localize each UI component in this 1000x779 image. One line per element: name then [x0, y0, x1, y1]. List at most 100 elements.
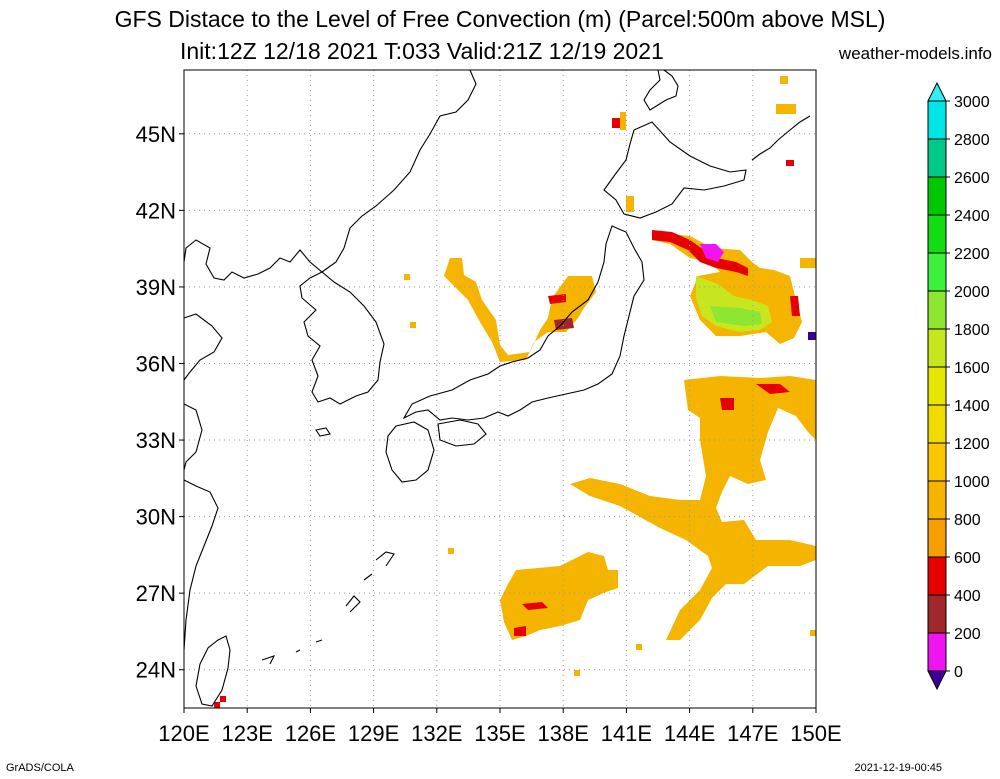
colorbar-label: 3000 [954, 94, 990, 111]
colorbar-swatch [927, 100, 947, 140]
footer-left-label: GrADS/COLA [6, 762, 74, 774]
field-patch-east-red2 [720, 398, 734, 410]
colorbar-swatch [927, 214, 947, 254]
coast-korea [299, 271, 385, 405]
colorbar-bottom-arrow [927, 670, 947, 691]
field-patch-east-band [570, 376, 816, 640]
colorbar-label: 1600 [954, 360, 990, 377]
colorbar-label: 1200 [954, 436, 990, 453]
field-patch-small-12 [448, 548, 454, 554]
colorbar-swatch [927, 556, 947, 596]
colorbar-swatch [927, 594, 947, 634]
colorbar-top-arrow [927, 81, 947, 102]
lon-tick-label: 132E [411, 721, 462, 746]
lat-tick-label: 27N [136, 581, 176, 606]
field-patch-small-9 [574, 670, 580, 676]
lon-tick-label: 147E [727, 721, 778, 746]
field-patch-small-6 [800, 258, 816, 268]
grid-lines [184, 70, 816, 708]
colorbar-swatch [927, 138, 947, 178]
colorbar-label: 400 [954, 588, 981, 605]
lat-tick-label: 24N [136, 658, 176, 683]
lon-axis: 120E 123E 126E 129E 132E 135E 138E 141E 144E 147E… [158, 708, 842, 746]
field-patch-small-10 [404, 274, 410, 280]
field-patch-ne-magenta [700, 244, 724, 262]
coast-mainland-asia [183, 69, 477, 281]
colorbar-label: 1400 [954, 398, 990, 415]
lon-tick-label: 120E [158, 721, 209, 746]
lon-tick-label: 150E [790, 721, 841, 746]
coast-kuril [751, 115, 811, 161]
field-patch-small-7 [220, 696, 226, 702]
colorbar-swatch [927, 176, 947, 216]
colorbar-label: 2400 [954, 208, 990, 225]
field-patch-small-8 [214, 702, 220, 708]
lon-tick-label: 123E [222, 721, 273, 746]
field-patch-small-2 [612, 118, 620, 128]
colorbar-swatch [927, 442, 947, 482]
colorbar-swatch [927, 366, 947, 406]
footer-right-label: 2021-12-19-00:45 [854, 762, 942, 774]
lon-tick-label: 129E [348, 721, 399, 746]
coast-sakhalin [643, 69, 679, 111]
coast-hokkaido [603, 121, 747, 219]
lon-tick-label: 135E [474, 721, 525, 746]
field-patch-east-red [756, 384, 790, 394]
lat-tick-label: 30N [136, 505, 176, 530]
coast-ryukyu [261, 551, 395, 665]
field-patch-small-15 [810, 630, 816, 636]
chart-subtitle: Init:12Z 12/18 2021 T:033 Valid:21Z 12/1… [180, 38, 664, 64]
field-patch-ne-red [652, 230, 748, 276]
field-patch-small-3 [620, 112, 626, 130]
field-patch-small-11 [410, 322, 416, 328]
lon-tick-label: 126E [285, 721, 336, 746]
site-label: weather-models.info [838, 44, 992, 63]
lon-tick-label: 138E [538, 721, 589, 746]
field-patch-small-13 [626, 196, 634, 212]
colorbar-label: 2600 [954, 170, 990, 187]
lat-tick-label: 33N [136, 428, 176, 453]
coast-taiwan [195, 635, 231, 707]
colorbar-label: 2200 [954, 246, 990, 263]
lon-tick-label: 144E [664, 721, 715, 746]
colorbar-labels: 3000280026002400220020001800160014001200… [946, 94, 990, 681]
field-patch-ne-purple [808, 332, 816, 340]
lat-tick-label: 36N [136, 351, 176, 376]
field-patch-small-14 [636, 644, 642, 650]
field-patch-sado [548, 294, 566, 304]
coastlines [183, 69, 811, 707]
lfc-field [214, 76, 816, 708]
colorbar-swatch [927, 404, 947, 444]
colorbar-label: 0 [954, 664, 963, 681]
colorbar-swatch [927, 290, 947, 330]
colorbar-label: 800 [954, 512, 981, 529]
colorbar-label: 200 [954, 626, 981, 643]
field-patch-small-4 [786, 160, 794, 166]
colorbar-label: 1800 [954, 322, 990, 339]
coast-honshu [402, 225, 645, 421]
lon-tick-label: 141E [601, 721, 652, 746]
lat-tick-label: 39N [136, 275, 176, 300]
colorbar-swatch [927, 518, 947, 558]
colorbar-swatch [927, 480, 947, 520]
field-patch-south-red [522, 602, 548, 610]
lat-tick-label: 42N [136, 198, 176, 223]
field-patch-ne-red2 [790, 296, 800, 316]
colorbar-label: 2800 [954, 132, 990, 149]
colorbar-swatch [927, 632, 947, 672]
field-patch-south-red2 [514, 626, 526, 636]
colorbar-swatch [927, 252, 947, 292]
lat-tick-label: 45N [136, 122, 176, 147]
coast-china-east [183, 313, 223, 651]
field-patch-ne-green2 [710, 306, 762, 326]
colorbar-label: 2000 [954, 284, 990, 301]
colorbar-label: 1000 [954, 474, 990, 491]
coast-shikoku [437, 419, 487, 447]
field-patch-sea-of-japan [444, 258, 596, 362]
colorbar-swatch [927, 328, 947, 368]
colorbar [927, 81, 947, 691]
coast-jeju [315, 427, 331, 437]
field-patch-south [500, 552, 618, 640]
field-patch-small-1 [776, 104, 796, 114]
